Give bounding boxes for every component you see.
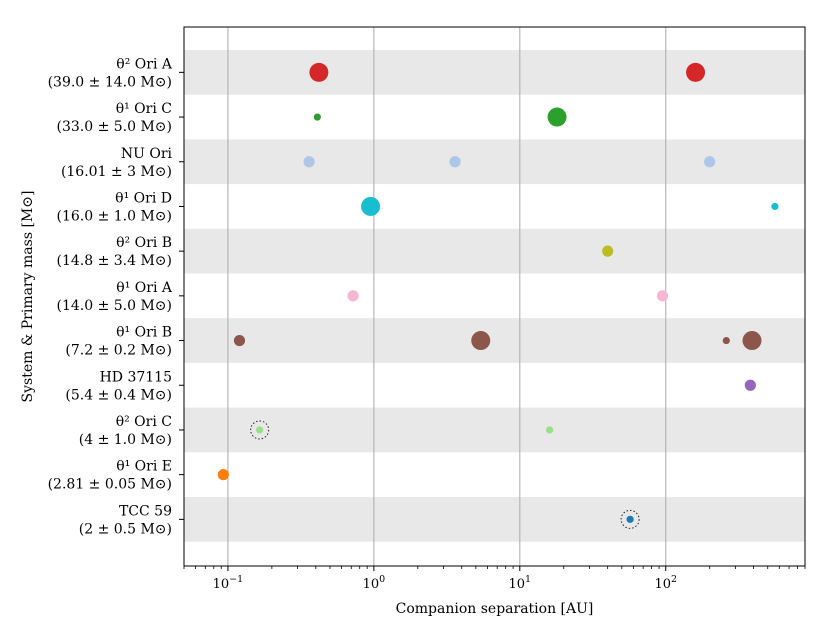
companion-point — [309, 62, 329, 82]
system-name-label: θ¹ Ori E — [116, 459, 172, 475]
system-mass-label: (14.8 ± 3.4 M⊙) — [56, 253, 172, 269]
companion-point — [233, 334, 246, 347]
system-mass-label: (16.0 ± 1.0 M⊙) — [56, 208, 172, 224]
system-name-label: NU Ori — [121, 146, 173, 162]
x-axis-ticks: 10−1 100 101 102 — [183, 566, 806, 592]
system-mass-label: (2.81 ± 0.05 M⊙) — [48, 477, 172, 493]
row-band — [184, 318, 805, 363]
system-name-label: θ² Ori A — [116, 56, 173, 72]
system-name-label: θ¹ Ori A — [116, 280, 173, 296]
x-tick-label: 100 — [363, 574, 386, 592]
companion-point — [656, 290, 669, 302]
grid-lines — [227, 27, 667, 566]
row-band — [184, 139, 805, 185]
system-name-label: θ² Ori C — [116, 414, 172, 430]
companion-point — [771, 202, 779, 211]
companion-point — [471, 331, 491, 351]
row-band — [184, 50, 805, 95]
system-mass-label: (33.0 ± 5.0 M⊙) — [56, 119, 172, 135]
x-axis-label: Companion separation [AU] — [396, 601, 594, 617]
y-axis-label: System & Primary mass [M⊙] — [20, 191, 36, 403]
companion-point — [744, 379, 756, 391]
companion-point — [303, 156, 315, 168]
system-mass-label: (4 ± 1.0 M⊙) — [79, 432, 172, 448]
companion-point — [449, 156, 461, 168]
system-mass-label: (2 ± 0.5 M⊙) — [79, 521, 172, 537]
companion-point — [217, 469, 229, 481]
system-mass-label: (39.0 ± 14.0 M⊙) — [48, 74, 172, 90]
companion-point — [545, 426, 554, 434]
plot-frame — [183, 26, 806, 567]
x-tick-label: 102 — [654, 574, 677, 592]
system-name-label: HD 37115 — [100, 369, 172, 385]
companion-point — [361, 196, 381, 216]
system-mass-label: (7.2 ± 0.2 M⊙) — [65, 343, 172, 359]
row-bands — [184, 50, 805, 542]
system-mass-label: (5.4 ± 0.4 M⊙) — [65, 387, 172, 403]
system-name-label: TCC 59 — [119, 503, 172, 519]
companion-point — [742, 331, 762, 351]
data-points — [217, 62, 779, 529]
system-name-label: θ¹ Ori D — [115, 190, 172, 206]
companion-ring — [250, 420, 270, 440]
companion-point — [686, 62, 706, 82]
system-name-label: θ¹ Ori C — [116, 101, 172, 117]
companion-point — [347, 290, 359, 302]
system-mass-label: (14.0 ± 5.0 M⊙) — [56, 298, 172, 314]
companion-point — [256, 426, 264, 434]
system-mass-label: (16.01 ± 3 M⊙) — [61, 164, 172, 180]
companion-point — [704, 156, 716, 168]
companion-ring — [620, 509, 640, 529]
companion-point — [722, 336, 730, 345]
system-name-label: θ¹ Ori B — [116, 325, 172, 341]
companion-point — [547, 107, 567, 127]
system-name-label: θ² Ori B — [116, 235, 172, 251]
row-band — [184, 407, 805, 453]
x-tick-label: 10−1 — [213, 574, 244, 592]
companion-point — [313, 113, 321, 121]
x-tick-label: 101 — [509, 574, 532, 592]
y-axis-ticks: θ² Ori A (39.0 ± 14.0 M⊙) θ¹ Ori C (33.0 ± … — [48, 56, 184, 537]
row-band — [184, 228, 805, 274]
companion-point — [626, 515, 634, 523]
row-band — [184, 497, 805, 542]
companion-point — [602, 245, 614, 257]
